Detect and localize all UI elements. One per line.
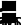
Text: Fig.  1C: Fig. 1C — [0, 0, 21, 19]
